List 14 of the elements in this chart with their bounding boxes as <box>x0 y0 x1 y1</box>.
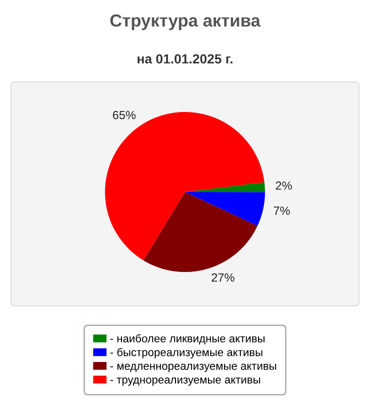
chart-title: Структура актива <box>110 14 261 30</box>
data-label: 2% <box>276 181 292 190</box>
data-label: 65% <box>112 110 136 120</box>
legend-label: - быстрореализуемые активы <box>110 348 262 358</box>
data-label: 7% <box>274 206 290 215</box>
pie-slice <box>105 112 264 260</box>
legend-label: - труднореализуемые активы <box>110 377 260 386</box>
legend-label: - медленнореализуемые активы <box>110 364 276 372</box>
data-label: 27% <box>212 273 234 282</box>
pie-slice <box>143 192 258 272</box>
legend-label: - наиболее ликвидные активы <box>110 334 264 345</box>
chart-subtitle: на 01.01.2025 г. <box>138 54 232 64</box>
pie-slice <box>185 182 265 192</box>
pie-slice <box>185 192 265 226</box>
